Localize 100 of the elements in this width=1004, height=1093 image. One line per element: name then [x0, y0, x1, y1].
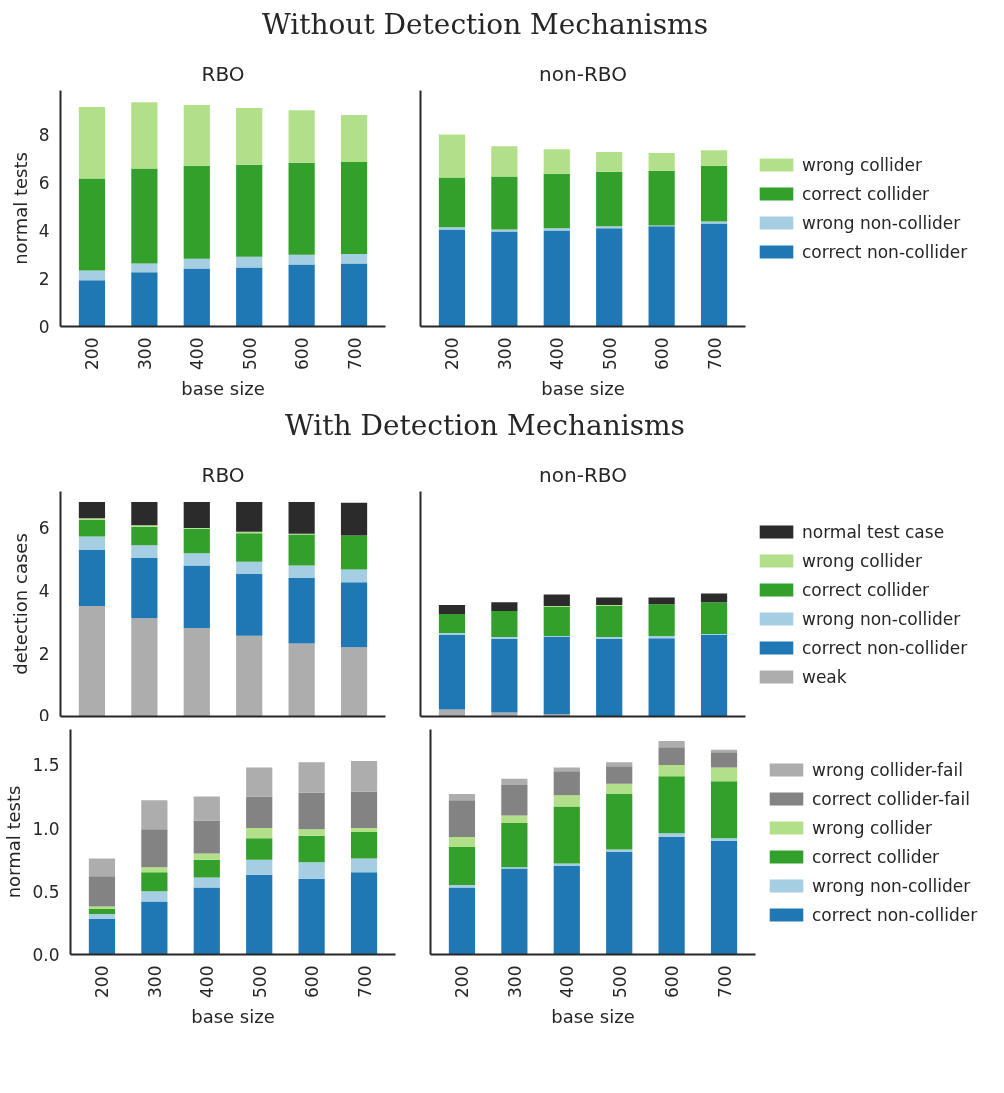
bar: [183, 105, 210, 166]
bar: [438, 635, 466, 710]
bar: [501, 778, 528, 786]
bar: [78, 178, 106, 271]
bar: [340, 535, 368, 570]
bar: [193, 859, 220, 878]
bar: [553, 866, 580, 955]
bar: [183, 258, 210, 269]
bar: [606, 766, 633, 784]
x-tick-label: 400: [187, 337, 208, 370]
legend-label: wrong collider: [802, 550, 923, 570]
bar: [350, 872, 378, 955]
bar: [501, 823, 528, 868]
y-axis-title: normal tests: [9, 152, 31, 265]
bar: [700, 635, 728, 717]
y-tick-label: 4: [38, 221, 50, 242]
bar: [596, 228, 623, 327]
bar: [141, 867, 168, 873]
bar: [438, 605, 466, 614]
bar: [78, 107, 106, 179]
x-axis-title: base size: [191, 1005, 275, 1027]
bar: [236, 501, 263, 532]
bar: [710, 838, 738, 841]
bar: [658, 740, 685, 748]
bar: [78, 519, 106, 537]
bar: [88, 858, 116, 877]
bar: [658, 833, 685, 837]
bar: [350, 858, 378, 873]
bar: [448, 793, 476, 801]
legend-label: correct collider: [812, 846, 940, 866]
bar: [288, 578, 315, 644]
bar: [298, 762, 325, 793]
bar: [491, 231, 518, 327]
bar: [350, 791, 378, 829]
bar: [710, 781, 738, 839]
bar: [596, 639, 623, 717]
bar: [131, 545, 158, 558]
text: Without Detection Mechanisms: [261, 7, 709, 43]
x-tick-label: 600: [662, 965, 683, 998]
bar: [596, 152, 623, 172]
bar: [340, 114, 368, 162]
bar: [298, 792, 325, 830]
bar: [131, 263, 158, 273]
bar: [606, 783, 633, 794]
x-tick-label: 700: [714, 965, 735, 998]
bar: [648, 226, 675, 327]
bar: [606, 852, 633, 955]
bar: [141, 800, 168, 830]
bar: [183, 628, 210, 717]
legend-label: wrong collider: [812, 817, 933, 837]
bar: [183, 528, 210, 554]
bar: [448, 836, 476, 848]
bar: [78, 536, 106, 551]
bar: [596, 171, 623, 227]
x-tick-label: 400: [557, 965, 578, 998]
bar: [648, 604, 675, 636]
x-tick-label: 600: [292, 337, 313, 370]
y-tick-label: 1.0: [32, 818, 60, 839]
bar: [648, 597, 675, 605]
x-tick-label: 300: [494, 337, 515, 370]
bar: [491, 176, 518, 230]
x-tick-label: 300: [134, 337, 155, 370]
bar: [438, 613, 466, 634]
y-tick-label: 4: [38, 581, 50, 602]
bar: [501, 868, 528, 955]
bar: [340, 647, 368, 717]
bar: [501, 815, 528, 824]
bar: [340, 253, 368, 264]
bar: [491, 712, 518, 717]
bar: [658, 747, 685, 765]
bar: [448, 887, 476, 955]
bar: [543, 606, 570, 636]
x-tick-label: 200: [452, 965, 473, 998]
bar: [246, 828, 273, 839]
bar: [543, 149, 570, 174]
bar: [648, 638, 675, 717]
x-tick-label: 300: [144, 965, 165, 998]
y-tick-label: 0: [38, 317, 50, 337]
bar: [543, 636, 570, 715]
legend-label: correct collider-fail: [812, 788, 970, 808]
bar: [350, 831, 378, 859]
bar: [78, 270, 106, 281]
bar: [648, 153, 675, 171]
bar: [438, 134, 466, 178]
x-tick-label: 700: [344, 337, 365, 370]
x-tick-label: 700: [354, 965, 375, 998]
legend-label: wrong non-collider: [802, 212, 961, 233]
bar: [340, 582, 368, 648]
bar: [491, 611, 518, 637]
bar: [131, 501, 158, 526]
bar: [553, 795, 580, 807]
bar: [700, 150, 728, 166]
bar: [246, 796, 273, 829]
bar: [491, 636, 518, 640]
bar: [88, 914, 116, 920]
x-tick-label: 300: [504, 965, 525, 998]
bar: [193, 796, 220, 821]
bar: [710, 752, 738, 768]
bar: [236, 256, 263, 268]
bar: [78, 606, 106, 717]
